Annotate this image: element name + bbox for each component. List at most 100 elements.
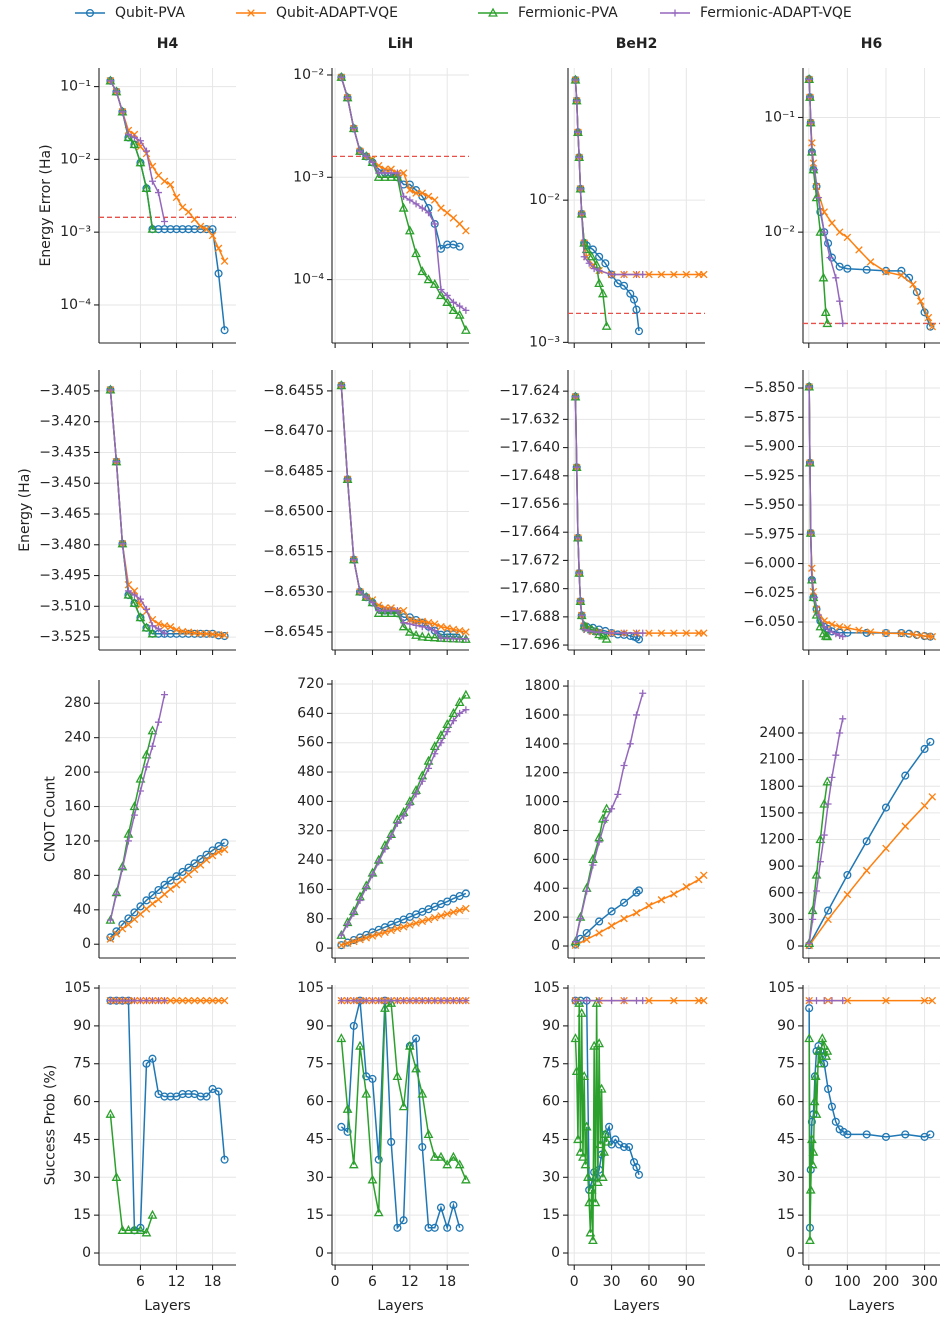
y-tick-label: 240 [64,730,91,746]
marker [411,248,421,258]
y-tick-label: −6.000 [743,556,795,572]
marker [374,1155,383,1164]
marker [633,629,640,637]
marker [106,77,114,85]
marker [862,265,871,274]
marker [809,915,817,923]
y-tick-label: −8.6455 [263,383,324,399]
series-line [110,999,226,1232]
marker [866,628,875,636]
marker [608,629,616,637]
marker [418,617,427,626]
marker [815,834,826,844]
marker [214,1087,223,1096]
marker [406,921,414,929]
y-tick-label: −5.950 [743,497,795,513]
marker [154,997,162,1005]
marker [571,393,579,401]
marker [356,896,364,904]
series-line [574,693,644,942]
marker [142,605,150,613]
marker [639,689,647,697]
marker [645,996,653,1005]
marker [178,996,187,1005]
marker [682,629,691,637]
marker [190,996,199,1005]
series-line [808,79,932,327]
marker [118,108,126,116]
marker [386,997,397,1007]
marker [460,689,471,699]
marker [815,1058,826,1068]
y-tick-label: 1800 [759,778,795,794]
marker [601,633,612,643]
y-tick-label: 75 [306,1056,324,1072]
marker [393,607,401,615]
marker [142,147,150,155]
x-tick-label: 0 [570,1274,579,1290]
marker [590,1197,601,1207]
series-line [109,389,225,637]
series-line [808,718,844,944]
marker [147,1209,158,1219]
marker [824,915,832,924]
y-tick-label: 80 [73,867,91,883]
marker [912,288,921,297]
marker [430,1223,439,1232]
series-line [340,1000,461,1231]
marker [443,624,451,632]
marker [141,1227,152,1237]
panel-title: H4 [157,36,179,52]
marker [208,231,217,240]
marker [449,1201,458,1210]
marker [412,997,420,1005]
marker [455,1223,464,1232]
marker [462,997,470,1005]
marker [178,629,187,638]
series-line [808,386,828,638]
marker [387,607,395,615]
marker [381,607,389,615]
marker [820,306,831,316]
marker [455,242,464,251]
marker [807,529,815,537]
marker [160,177,169,186]
marker [344,475,352,483]
marker [588,1235,598,1245]
x-tick-label: 12 [401,1274,419,1290]
marker [337,941,346,949]
marker [839,715,847,723]
marker [462,306,470,314]
marker [442,719,453,729]
legend-label: Qubit-PVA [115,5,185,21]
marker [828,219,836,227]
marker [804,1033,815,1043]
marker [154,171,163,180]
marker [448,1151,459,1161]
marker [449,997,457,1005]
marker [196,1092,205,1101]
marker [417,266,428,276]
marker [148,177,156,185]
marker [448,305,459,315]
y-tick-label: 90 [542,1018,560,1034]
y-tick-label: 640 [297,705,324,721]
marker [454,1159,465,1169]
marker [835,622,844,631]
marker [160,890,169,899]
marker [639,997,647,1005]
marker [172,225,181,234]
marker [418,1142,427,1152]
marker [882,844,890,853]
marker [429,632,440,642]
marker [807,1117,816,1126]
marker [362,152,370,160]
marker [811,1108,822,1118]
y-tick-label: 30 [306,1169,324,1185]
marker [202,996,211,1005]
marker [443,1223,452,1232]
marker [423,632,434,642]
y-tick-label: 2400 [759,725,795,741]
y-tick-label: 1400 [524,736,560,752]
marker [374,930,383,938]
